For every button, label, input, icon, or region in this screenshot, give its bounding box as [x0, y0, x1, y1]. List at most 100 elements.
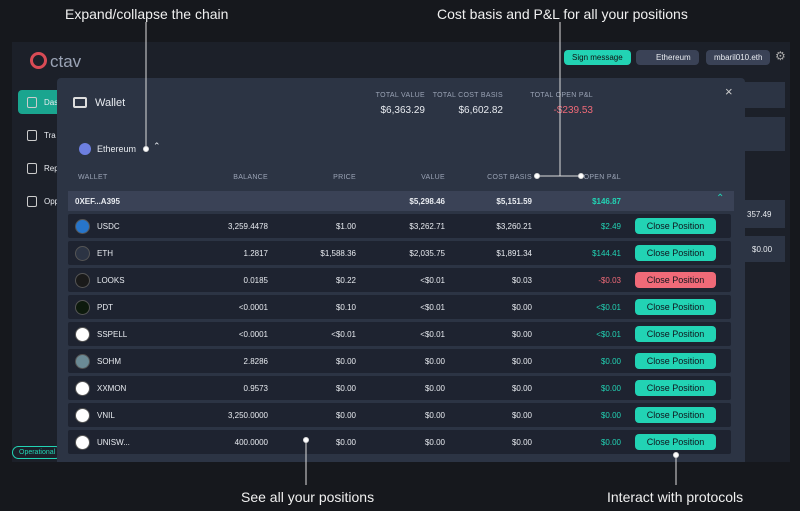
sign-button[interactable]: Sign message: [564, 50, 631, 65]
token-icon: [75, 219, 90, 234]
token-icon: [75, 435, 90, 450]
cell: 0.0185: [243, 276, 268, 285]
position-row: [68, 403, 731, 427]
close-position-button[interactable]: Close Position: [635, 299, 716, 315]
close-position-button[interactable]: Close Position: [635, 326, 716, 342]
position-row: [68, 268, 731, 292]
cell: 3,250.0000: [227, 411, 268, 420]
cell: <$0.01: [331, 330, 356, 339]
summary-value: $6,602.82: [458, 105, 504, 116]
cell: $0.00: [511, 330, 532, 339]
close-position-button[interactable]: Close Position: [635, 272, 716, 288]
cell: $0.00: [335, 384, 356, 393]
cell: $0.00: [600, 384, 621, 393]
side-panel: [745, 236, 785, 262]
cell: $0.00: [335, 438, 356, 447]
side-value: $0.00: [752, 245, 773, 254]
cell: $0.00: [511, 438, 532, 447]
annotation: Cost basis and P&L for all your position…: [437, 6, 688, 22]
token-name: SSPELL: [97, 330, 128, 339]
summary-value: -$239.53: [553, 105, 593, 116]
position-row: [68, 430, 731, 454]
column-header: PRICE: [333, 174, 356, 181]
wallet-value: $5,298.46: [409, 197, 445, 206]
cell: 3,259.4478: [227, 222, 268, 231]
cell: $0.00: [424, 357, 445, 366]
close-position-button[interactable]: Close Position: [635, 407, 716, 423]
close-position-button[interactable]: Close Position: [635, 434, 716, 450]
close-position-button[interactable]: Close Position: [635, 218, 716, 234]
column-header: BALANCE: [233, 174, 268, 181]
nav-icon: [27, 97, 37, 108]
close-position-button[interactable]: Close Position: [635, 245, 716, 261]
token-name: PDT: [97, 303, 113, 312]
cell: $0.00: [335, 357, 356, 366]
cell: $0.00: [424, 411, 445, 420]
wallet-icon: [73, 97, 87, 108]
cell: $3,262.71: [409, 222, 445, 231]
cell: $2.49: [600, 222, 621, 231]
cell: $0.00: [511, 357, 532, 366]
nav-item: Tra: [44, 131, 56, 140]
cell: 1.2817: [243, 249, 268, 258]
token-name: XXMON: [97, 384, 127, 393]
cell: <$0.01: [420, 303, 445, 312]
position-row: [68, 214, 731, 238]
chain-icon: [79, 143, 91, 155]
nav-icon: [27, 196, 37, 207]
modal: Wallet × TOTAL VALUE $6,363.29 TOTAL COST …: [57, 78, 745, 462]
wallet-toggle[interactable]: ⌃: [716, 193, 725, 204]
nav-item: Opp: [44, 197, 59, 206]
summary-value: $6,363.29: [380, 105, 426, 116]
cell: $0.00: [335, 411, 356, 420]
cell: $144.41: [592, 249, 621, 258]
logo: ctav: [50, 52, 82, 71]
cell: $0.00: [600, 357, 621, 366]
cell: <$0.01: [420, 330, 445, 339]
close-icon[interactable]: ×: [725, 84, 733, 99]
cell: 0.9573: [243, 384, 268, 393]
annotation: See all your positions: [241, 489, 375, 505]
annotation: Expand/collapse the chain: [65, 6, 229, 22]
column-header: VALUE: [421, 174, 445, 181]
side-panel: [745, 82, 785, 108]
wallet-address: 0XEF...A395: [75, 197, 120, 206]
position-row: [68, 295, 731, 319]
nav-item: Rep: [44, 164, 59, 173]
token-name: UNISW...: [97, 438, 130, 447]
column-header: OPEN P&L: [583, 174, 621, 181]
annotation: Interact with protocols: [607, 489, 744, 505]
cell: $1,588.36: [320, 249, 356, 258]
token-icon: [75, 327, 90, 342]
token-name: LOOKS: [97, 276, 125, 285]
chain-toggle[interactable]: ⌃: [153, 141, 161, 151]
summary-label: TOTAL VALUE: [375, 92, 425, 99]
cell: $0.00: [600, 411, 621, 420]
close-position-button[interactable]: Close Position: [635, 380, 716, 396]
network-button[interactable]: Ethereum: [636, 50, 699, 65]
nav-active: [18, 90, 63, 114]
cell: $1,891.34: [496, 249, 532, 258]
account-button[interactable]: mbaril010.eth: [706, 50, 771, 65]
token-icon: [75, 408, 90, 423]
modal-title: Wallet: [95, 97, 126, 109]
cell: $2,035.75: [409, 249, 445, 258]
cell: 400.0000: [234, 438, 268, 447]
close-position-button[interactable]: Close Position: [635, 353, 716, 369]
summary-label: TOTAL OPEN P&L: [530, 92, 593, 99]
cell: $0.00: [511, 384, 532, 393]
side-panel: [745, 117, 785, 151]
cell: $0.00: [511, 303, 532, 312]
nav-icon: [27, 163, 37, 174]
wallet-row: [68, 191, 734, 211]
side-value: 357.49: [747, 210, 772, 219]
settings-icon[interactable]: ⚙: [775, 49, 786, 63]
cell: $0.00: [424, 384, 445, 393]
cell: $0.03: [511, 276, 532, 285]
cell: <$0.01: [596, 303, 621, 312]
token-name: USDC: [97, 222, 120, 231]
cell: $0.00: [424, 438, 445, 447]
chain-name[interactable]: Ethereum: [97, 144, 137, 154]
